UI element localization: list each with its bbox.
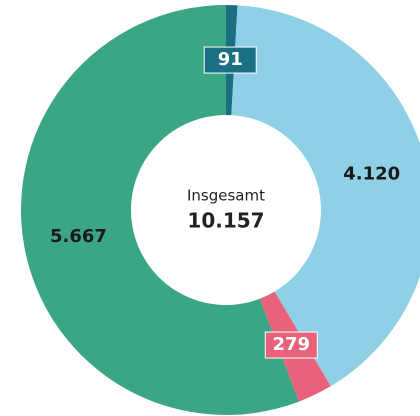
data-label: 4.120 [343, 163, 400, 184]
label-box [264, 331, 318, 359]
label-box [203, 46, 257, 74]
data-label: 5.667 [50, 226, 107, 247]
center-title: Insgesamt [187, 187, 265, 205]
donut-segment [231, 5, 420, 387]
center-total: 10.157 [187, 209, 264, 233]
donut-segment [20, 5, 299, 416]
data-label: 91 [218, 49, 243, 70]
data-label: 279 [273, 334, 311, 355]
